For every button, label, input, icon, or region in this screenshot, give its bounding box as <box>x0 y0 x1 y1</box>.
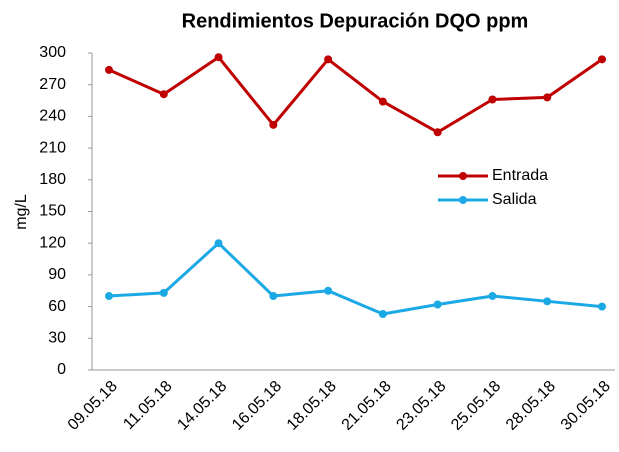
point <box>598 302 606 311</box>
x-tick-label: 30.05.18 <box>558 378 614 434</box>
y-tick-label: 60 <box>48 298 66 315</box>
point <box>543 297 552 306</box>
y-tick-label: 300 <box>39 44 66 61</box>
chart-title: Rendimientos Depuración DQO ppm <box>182 10 529 32</box>
x-tick-label: 11.05.18 <box>120 378 175 433</box>
x-tick-label: 16.05.18 <box>229 378 285 434</box>
y-tick-label: 120 <box>39 234 66 251</box>
point <box>433 300 442 309</box>
point <box>269 292 278 301</box>
point <box>214 239 223 248</box>
x-tick-label: 25.05.18 <box>448 378 504 434</box>
point <box>269 120 278 129</box>
x-tick-label: 21.05.18 <box>339 378 395 434</box>
y-tick-label: 270 <box>39 76 66 93</box>
y-tick-label: 240 <box>39 108 66 125</box>
x-tick-label: 09.05.18 <box>65 378 121 434</box>
y-tick-label: 210 <box>39 139 66 156</box>
x-tick-label: 18.05.18 <box>284 378 340 434</box>
y-tick-label: 150 <box>39 203 66 220</box>
legend-marker <box>459 172 467 180</box>
legend-label: Salida <box>492 191 537 208</box>
point <box>105 65 113 74</box>
point <box>598 55 606 64</box>
y-tick-label: 180 <box>39 171 66 188</box>
point <box>433 128 442 137</box>
point <box>105 292 113 301</box>
legend-marker <box>459 196 467 204</box>
point <box>488 95 497 104</box>
series-line <box>108 55 603 134</box>
point <box>214 53 223 62</box>
point <box>159 288 168 297</box>
y-tick-label: 30 <box>48 330 66 347</box>
legend-label: Entrada <box>492 167 548 184</box>
x-tick-label: 23.05.18 <box>393 378 449 434</box>
point <box>378 309 387 318</box>
y-tick-label: 0 <box>57 361 66 378</box>
series-line <box>108 241 603 316</box>
y-tick-label: 90 <box>48 266 66 283</box>
point <box>543 93 552 102</box>
x-tick-label: 14.05.18 <box>174 378 230 434</box>
point <box>324 286 333 295</box>
x-tick-label: 28.05.18 <box>503 378 559 434</box>
point <box>159 90 168 99</box>
point <box>488 292 497 301</box>
point <box>378 97 387 106</box>
y-axis-label: mg/L <box>13 194 30 230</box>
point <box>324 55 333 64</box>
